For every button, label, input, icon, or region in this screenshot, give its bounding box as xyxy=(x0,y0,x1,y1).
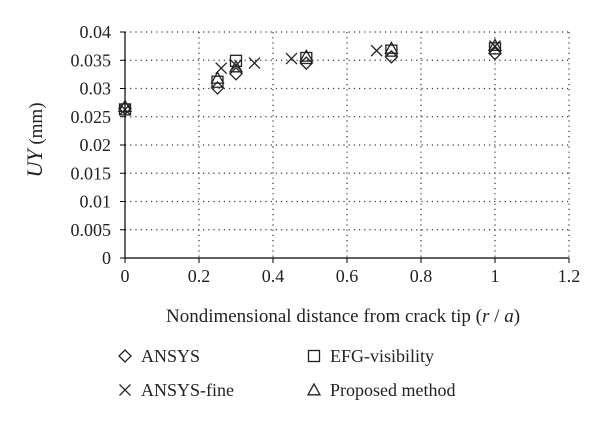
data-points xyxy=(117,38,503,116)
x-tick-label: 0 xyxy=(121,266,130,286)
y-tick-label: 0.02 xyxy=(80,135,112,155)
data-point xyxy=(230,59,242,72)
x-tick-label: 0.2 xyxy=(188,266,211,286)
y-tick-label: 0.01 xyxy=(80,192,112,212)
legend-marker xyxy=(306,382,322,396)
data-point xyxy=(248,57,261,70)
x-tick-label: 1.2 xyxy=(558,266,581,286)
legend-marker xyxy=(307,349,321,363)
data-point xyxy=(488,46,502,61)
data-point xyxy=(384,49,399,64)
series-proposed-method xyxy=(117,38,503,113)
data-point xyxy=(229,54,243,67)
data-point xyxy=(384,41,399,54)
legend-marker xyxy=(119,384,131,396)
data-point xyxy=(285,52,298,65)
y-tick-label: 0.035 xyxy=(71,50,112,70)
x-tick-label: 0.8 xyxy=(410,266,433,286)
legend-item: ANSYS xyxy=(118,346,200,366)
legend: ANSYS ANSYS-fine EFG-visibility Proposed me… xyxy=(118,346,456,400)
grid xyxy=(125,31,570,258)
y-tick-label: 0.025 xyxy=(71,107,112,127)
data-point xyxy=(210,70,225,84)
legend-label: Proposed method xyxy=(330,380,456,400)
y-tick-label: 0.03 xyxy=(80,79,112,99)
data-point xyxy=(385,44,398,57)
legend-label: ANSYS xyxy=(141,346,200,366)
x-tick-label: 0.4 xyxy=(262,266,285,286)
data-point xyxy=(299,48,314,62)
y-tick-label: 0.04 xyxy=(80,22,112,42)
legend-label: EFG-visibility xyxy=(330,346,434,366)
y-axis-title: UY (mm) xyxy=(22,102,47,177)
x-axis-title: Nondimensional distance from crack tip (… xyxy=(166,306,520,327)
legend-label: ANSYS-fine xyxy=(141,380,234,400)
data-point xyxy=(370,44,383,57)
series-ansys-fine xyxy=(119,40,501,116)
data-point xyxy=(487,38,503,52)
series-efg-visibility xyxy=(118,42,502,116)
legend-item: EFG-visibility xyxy=(307,346,434,366)
tick-labels: 0 0.005 0.01 0.015 0.02 0.025 0.03 0.035 0.04 0 0.… xyxy=(71,22,581,286)
y-tick-label: 0.005 xyxy=(71,220,112,240)
legend-item: Proposed method xyxy=(306,380,456,400)
data-point xyxy=(119,103,131,116)
data-point xyxy=(228,59,244,73)
x-tick-label: 1 xyxy=(491,266,500,286)
axes xyxy=(120,31,570,263)
data-point xyxy=(300,51,313,65)
x-tick-label: 0.6 xyxy=(336,266,359,286)
legend-marker xyxy=(118,349,132,363)
y-tick-label: 0 xyxy=(102,248,111,268)
legend-item: ANSYS-fine xyxy=(119,380,234,400)
data-point xyxy=(117,99,133,113)
data-point xyxy=(210,81,225,95)
y-tick-label: 0.015 xyxy=(71,163,112,183)
